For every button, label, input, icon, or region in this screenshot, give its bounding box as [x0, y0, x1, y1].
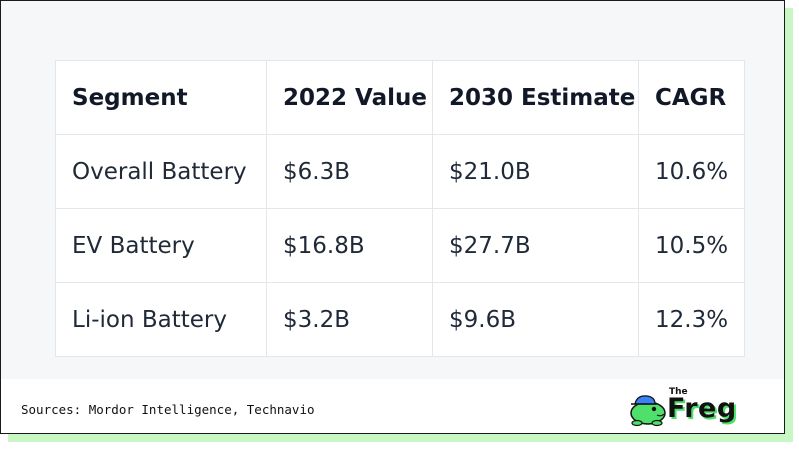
sources-text: Sources: Mordor Intelligence, Technavio: [21, 402, 315, 417]
cell-2022-value: $16.8B: [266, 208, 433, 283]
header-2030-estimate: 2030 Estimate: [432, 60, 639, 135]
cell-segment: Li-ion Battery: [55, 282, 267, 357]
cell-cagr: 12.3%: [638, 282, 745, 357]
header-segment: Segment: [55, 60, 267, 135]
logo-small-text: The: [669, 387, 688, 397]
card: Segment 2022 Value 2030 Estimate CAGR Ov…: [0, 0, 785, 434]
cell-2022-value: $3.2B: [266, 282, 433, 357]
table-row: Li-ion Battery $3.2B $9.6B 12.3%: [55, 282, 745, 357]
header-cagr: CAGR: [638, 60, 745, 135]
frog-mascot-icon: [630, 395, 666, 427]
table-row: EV Battery $16.8B $27.7B 10.5%: [55, 208, 745, 283]
cell-2030-estimate: $9.6B: [432, 282, 639, 357]
cell-segment: Overall Battery: [55, 134, 267, 209]
cell-2030-estimate: $27.7B: [432, 208, 639, 283]
logo-wordmark: Freg: [667, 393, 737, 424]
table-panel: Segment 2022 Value 2030 Estimate CAGR Ov…: [1, 1, 784, 379]
header-2022-value: 2022 Value: [266, 60, 433, 135]
table-header-row: Segment 2022 Value 2030 Estimate CAGR: [55, 60, 745, 135]
table-row: Overall Battery $6.3B $21.0B 10.6%: [55, 134, 745, 209]
footer: Sources: Mordor Intelligence, Technavio …: [1, 379, 784, 433]
cell-2030-estimate: $21.0B: [432, 134, 639, 209]
data-table: Segment 2022 Value 2030 Estimate CAGR Ov…: [55, 60, 745, 357]
cell-cagr: 10.5%: [638, 208, 745, 283]
cell-segment: EV Battery: [55, 208, 267, 283]
cell-cagr: 10.6%: [638, 134, 745, 209]
cell-2022-value: $6.3B: [266, 134, 433, 209]
freg-logo: The Freg: [627, 387, 772, 427]
